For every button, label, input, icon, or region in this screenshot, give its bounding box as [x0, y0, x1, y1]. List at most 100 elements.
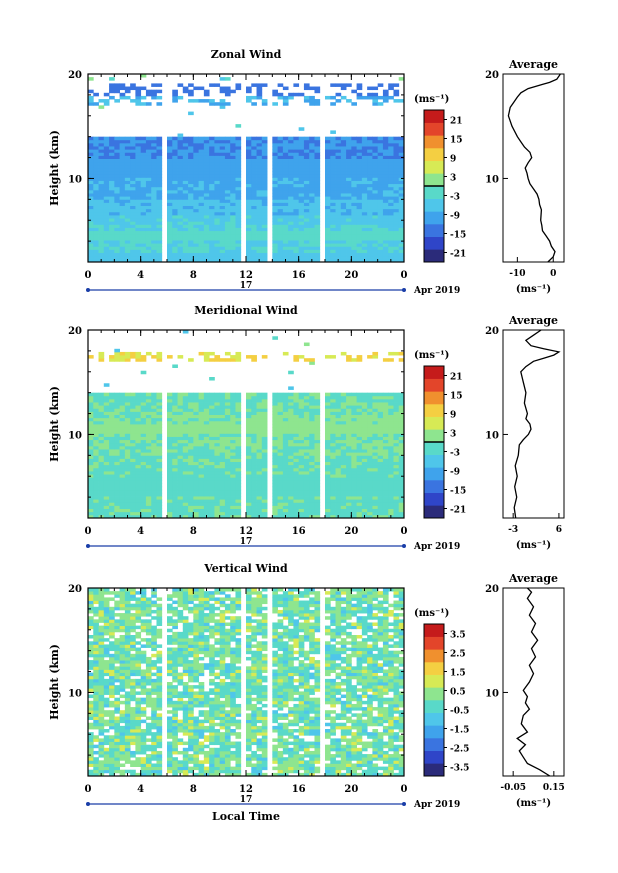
heatmap-cell: [303, 508, 310, 513]
heatmap-cell: [156, 499, 163, 503]
heatmap-cell: [130, 211, 136, 216]
x-tick-label: 8: [190, 526, 197, 537]
heatmap-cell: [293, 458, 300, 462]
heatmap-cell: [103, 202, 110, 206]
heatmap-cell: [114, 458, 120, 462]
heatmap-cell: [235, 452, 242, 456]
heatmap-cell: [230, 427, 236, 431]
heatmap-cell: [88, 208, 94, 213]
heatmap-cell: [367, 499, 373, 503]
heatmap-cell: [251, 430, 257, 434]
heatmap-cell: [351, 471, 357, 475]
heatmap-cell: [314, 168, 321, 172]
heatmap-cell: [145, 158, 152, 163]
heatmap-cell: [172, 424, 178, 428]
heatmap-cell: [398, 168, 405, 172]
heatmap-cell: [140, 146, 147, 150]
heatmap-cell: [361, 202, 368, 206]
heatmap-cell: [130, 196, 136, 200]
heatmap-cell: [124, 86, 131, 91]
heatmap-cell: [330, 130, 336, 134]
heatmap-cell: [330, 474, 336, 478]
heatmap-cell: [214, 514, 221, 519]
heatmap-cell: [193, 392, 199, 397]
heatmap-cell: [303, 152, 310, 156]
heatmap-cell: [251, 233, 257, 238]
heatmap-cell: [98, 483, 105, 488]
profile-x-label: (ms⁻¹): [516, 284, 551, 295]
colorbar-swatch: [424, 492, 444, 506]
heatmap-cell: [135, 445, 142, 450]
heatmap-cell: [382, 152, 389, 156]
heatmap-cell: [114, 89, 120, 94]
heatmap-cell: [124, 183, 131, 188]
heatmap-cell: [235, 467, 242, 472]
heatmap-cell: [109, 224, 115, 228]
heatmap-cell: [135, 398, 142, 403]
heatmap-cell: [193, 255, 199, 260]
heatmap-cell: [272, 442, 278, 447]
heatmap-cell: [303, 252, 310, 257]
heatmap-cell: [372, 411, 379, 415]
heatmap-cell: [88, 142, 94, 147]
heatmap-cell: [103, 477, 110, 481]
heatmap-cell: [282, 499, 289, 503]
heatmap-cell: [219, 452, 226, 456]
heatmap-cell: [340, 246, 347, 250]
heatmap-cell: [309, 152, 315, 156]
heatmap-cell: [288, 442, 294, 447]
heatmap-cell: [356, 155, 363, 159]
heatmap-cell: [361, 224, 368, 228]
heatmap-cell: [235, 511, 242, 516]
heatmap-cell: [140, 511, 147, 516]
heatmap-cell: [193, 420, 199, 425]
heatmap-cell: [193, 511, 199, 516]
heatmap-cell: [314, 496, 321, 500]
heatmap-cell: [272, 230, 278, 235]
heatmap-cell: [145, 258, 152, 263]
heatmap-cell: [203, 458, 210, 462]
heatmap-cell: [361, 420, 368, 425]
heatmap-cell: [372, 240, 379, 244]
heatmap-cell: [151, 152, 157, 156]
heatmap-cell: [382, 146, 389, 150]
heatmap-cell: [372, 218, 379, 222]
heatmap-cell: [182, 477, 189, 481]
heatmap-cell: [261, 489, 268, 494]
heatmap-cell: [109, 186, 115, 191]
heatmap-cell: [230, 249, 236, 253]
heatmap-cell: [377, 433, 384, 437]
heatmap-cell: [382, 464, 389, 469]
heatmap-cell: [98, 433, 105, 437]
heatmap-cell: [203, 142, 210, 147]
heatmap-cell: [303, 511, 310, 516]
heatmap-cell: [298, 199, 305, 203]
heatmap-cell: [325, 492, 331, 497]
heatmap-cell: [198, 442, 205, 447]
heatmap-cell: [140, 136, 147, 141]
heatmap-cell: [235, 196, 242, 200]
heatmap-cell: [156, 467, 163, 472]
heatmap-cell: [135, 186, 142, 191]
heatmap-cell: [198, 405, 205, 409]
heatmap-cell: [282, 483, 289, 488]
heatmap-cell: [356, 168, 363, 172]
heatmap-cell: [382, 411, 389, 415]
heatmap-cell: [119, 439, 126, 444]
heatmap-cell: [151, 155, 157, 159]
heatmap-cell: [177, 95, 184, 100]
heatmap-cell: [114, 358, 120, 362]
heatmap-cell: [203, 149, 210, 153]
heatmap-cell: [203, 449, 210, 453]
heatmap-cell: [346, 467, 352, 472]
heatmap-cell: [256, 155, 263, 159]
heatmap-cell: [293, 417, 300, 422]
heatmap-cell: [246, 89, 252, 94]
heatmap-cell: [172, 489, 178, 494]
heatmap-cell: [309, 224, 315, 228]
heatmap-cell: [246, 186, 252, 191]
heatmap-cell: [198, 233, 205, 238]
heatmap-cell: [288, 252, 294, 257]
heatmap-cell: [256, 505, 263, 509]
heatmap-cell: [377, 505, 384, 509]
